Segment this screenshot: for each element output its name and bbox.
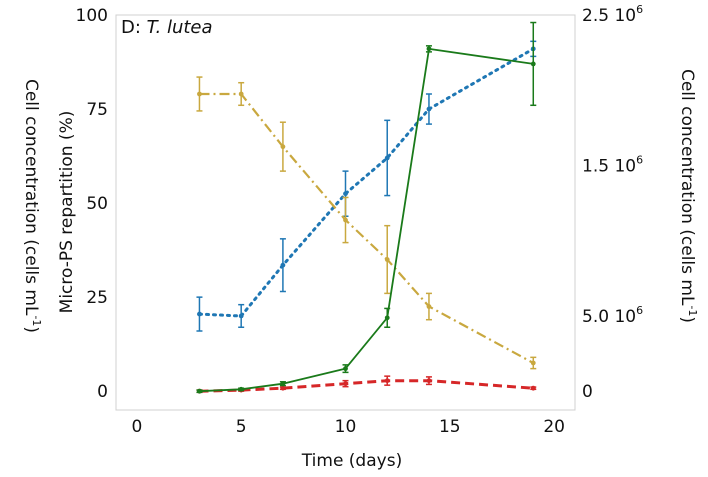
data-point xyxy=(530,360,536,366)
y-tick-label-left: 75 xyxy=(86,100,108,120)
plot-frame xyxy=(115,14,576,411)
series-line xyxy=(198,47,535,318)
y-tick-label-left: 50 xyxy=(86,194,108,214)
data-point xyxy=(280,144,286,150)
series-0 xyxy=(196,40,537,332)
data-point xyxy=(343,191,348,197)
x-tick-label: 15 xyxy=(439,417,461,437)
series-line xyxy=(199,379,534,393)
y-ticks-left: 0 25 50 75 100 xyxy=(76,6,108,402)
y-tick-label-left: 25 xyxy=(86,288,108,308)
y-tick-label-right: 0 xyxy=(582,382,593,402)
data-point xyxy=(280,381,286,387)
panel-label: D: T. lutea xyxy=(121,17,213,38)
series-1 xyxy=(196,76,537,370)
x-axis-title: Time (days) xyxy=(301,451,402,471)
y-tick-label-left: 0 xyxy=(97,382,108,402)
data-point xyxy=(384,315,390,321)
data-point xyxy=(238,313,244,319)
data-point xyxy=(426,106,432,112)
series-line xyxy=(198,48,535,393)
x-tick-label: 20 xyxy=(543,417,565,437)
y-axis-title-left: Micro-PS repartition (%) xyxy=(57,111,77,314)
y-tick-label-right: 2.5 106 xyxy=(582,3,643,26)
data-point xyxy=(238,386,244,392)
y-ticks-right: 0 5.0 106 1.5 106 2.5 106 xyxy=(582,3,643,402)
y-axis-title-far-left: Cell concentration (cells mL-1) xyxy=(21,79,43,333)
data-point xyxy=(343,366,348,372)
data-point xyxy=(530,61,536,67)
data-point xyxy=(384,257,390,262)
y-tick-label-left: 100 xyxy=(76,6,108,26)
x-tick-label: 5 xyxy=(236,417,247,437)
y-tick-label-right: 5.0 106 xyxy=(582,304,643,327)
data-point xyxy=(197,91,202,97)
x-tick-label: 10 xyxy=(335,417,357,437)
data-point xyxy=(426,378,432,384)
data-point xyxy=(280,262,286,268)
data-point xyxy=(426,304,432,309)
data-point xyxy=(384,155,390,161)
y-tick-label-right: 1.5 106 xyxy=(582,153,643,176)
y-axis-title-right: Cell concentration (cells mL-1) xyxy=(677,69,699,323)
x-tick-label: 0 xyxy=(131,417,142,437)
series-group xyxy=(196,21,537,394)
data-point xyxy=(280,385,286,391)
series-2 xyxy=(196,375,537,394)
x-ticks: 0 5 10 15 20 xyxy=(131,417,565,437)
data-point xyxy=(238,91,244,97)
series-line xyxy=(199,92,534,364)
data-point xyxy=(343,217,348,223)
data-point xyxy=(197,388,202,394)
series-3 xyxy=(196,21,537,394)
data-point xyxy=(197,311,202,317)
data-point xyxy=(426,46,432,52)
data-point xyxy=(343,381,348,387)
data-point xyxy=(384,378,390,384)
data-point xyxy=(530,385,536,391)
